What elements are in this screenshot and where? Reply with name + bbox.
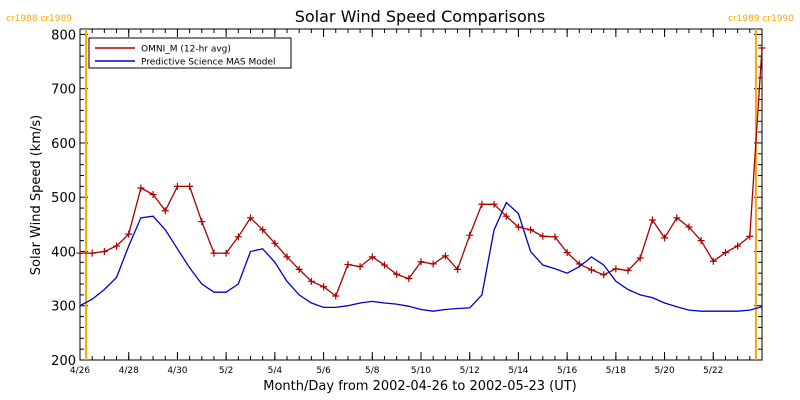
data-point: [588, 266, 595, 274]
x-tick-label: 5/22: [703, 366, 723, 376]
legend: OMNI_M (12-hr avg) Predictive Science MAS…: [88, 37, 292, 69]
data-point: [283, 253, 291, 261]
data-point: [441, 252, 449, 260]
chart-title: Solar Wind Speed Comparisons: [295, 7, 546, 26]
data-point: [234, 233, 242, 241]
data-point: [709, 257, 717, 265]
data-point: [137, 184, 145, 192]
data-point: [746, 232, 754, 240]
data-point: [539, 232, 547, 240]
data-point: [648, 216, 656, 224]
data-point: [429, 260, 437, 268]
carrington-marker-label: cr1988 cr1989: [6, 14, 72, 24]
data-point: [320, 283, 328, 291]
data-point: [173, 182, 181, 190]
data-point: [307, 277, 315, 285]
data-point: [344, 260, 352, 268]
data-point: [734, 242, 742, 250]
data-point: [661, 234, 669, 242]
data-point: [563, 249, 571, 257]
data-point: [198, 218, 206, 226]
y-tick-label: 300: [51, 300, 76, 315]
x-axis-label: Month/Day from 2002-04-26 to 2002-05-23 …: [263, 379, 576, 394]
y-axis-label: Solar Wind Speed (km/s): [29, 115, 44, 275]
data-point: [259, 226, 267, 234]
x-tick-label: 5/18: [606, 366, 626, 376]
data-point: [721, 249, 729, 257]
data-point: [76, 249, 84, 257]
x-tick-label: 4/26: [70, 366, 90, 376]
data-point: [100, 247, 108, 255]
data-point: [380, 261, 388, 269]
legend-label-2: Predictive Science MAS Model: [141, 58, 276, 68]
data-point: [612, 265, 620, 273]
data-point: [210, 249, 218, 257]
data-point: [247, 214, 254, 222]
x-tick-label: 5/20: [654, 366, 674, 376]
data-point: [490, 200, 498, 208]
x-tick-label: 4/28: [119, 366, 139, 376]
data-point: [454, 265, 462, 273]
data-point: [186, 182, 194, 190]
x-tick-label: 5/16: [557, 366, 577, 376]
y-tick-label: 500: [51, 191, 76, 206]
data-point: [393, 270, 401, 278]
data-point: [758, 44, 766, 52]
data-point: [332, 292, 340, 300]
data-point: [405, 275, 413, 283]
legend-box: [88, 37, 292, 69]
x-tick-label: 5/4: [268, 366, 283, 376]
data-point: [356, 263, 364, 271]
data-point: [271, 239, 279, 247]
data-point: [368, 253, 376, 261]
x-tick-label: 5/8: [365, 366, 380, 376]
y-tick-label: 200: [51, 354, 76, 369]
data-point: [466, 231, 474, 239]
data-point: [161, 207, 169, 215]
x-tick-label: 5/6: [316, 366, 331, 376]
x-tick-label: 5/12: [460, 366, 480, 376]
data-point: [502, 212, 510, 220]
y-tick-label: 700: [51, 83, 76, 98]
data-point: [125, 230, 133, 238]
data-point: [685, 223, 693, 231]
x-tick-label: 5/14: [508, 366, 528, 376]
legend-label-1: OMNI_M (12-hr avg): [141, 45, 231, 55]
data-point: [149, 191, 157, 198]
data-point: [527, 226, 535, 234]
data-point: [697, 237, 705, 245]
data-point: [624, 266, 632, 274]
data-point: [295, 265, 303, 273]
series-line-2: [79, 201, 763, 312]
data-point: [551, 233, 559, 241]
data-point: [113, 242, 121, 250]
data-point: [673, 214, 681, 222]
data-point: [514, 223, 522, 231]
y-tick-label: 800: [51, 28, 76, 43]
data-point: [88, 249, 96, 257]
data-point: [636, 254, 644, 262]
x-tick-label: 5/2: [219, 366, 233, 376]
y-tick-label: 600: [51, 137, 76, 152]
data-point: [417, 258, 425, 266]
data-point: [222, 249, 230, 257]
data-point: [478, 200, 486, 208]
carrington-marker-label: cr1989 cr1990: [728, 14, 794, 24]
x-tick-label: 4/30: [167, 366, 187, 376]
data-point: [600, 271, 608, 279]
y-tick-label: 400: [51, 245, 76, 260]
x-tick-label: 5/10: [411, 366, 431, 376]
plot-area: 200 300 400 500 600 700 800 4/26 4/28 4/30 5/2 5/4 5…: [6, 14, 794, 376]
